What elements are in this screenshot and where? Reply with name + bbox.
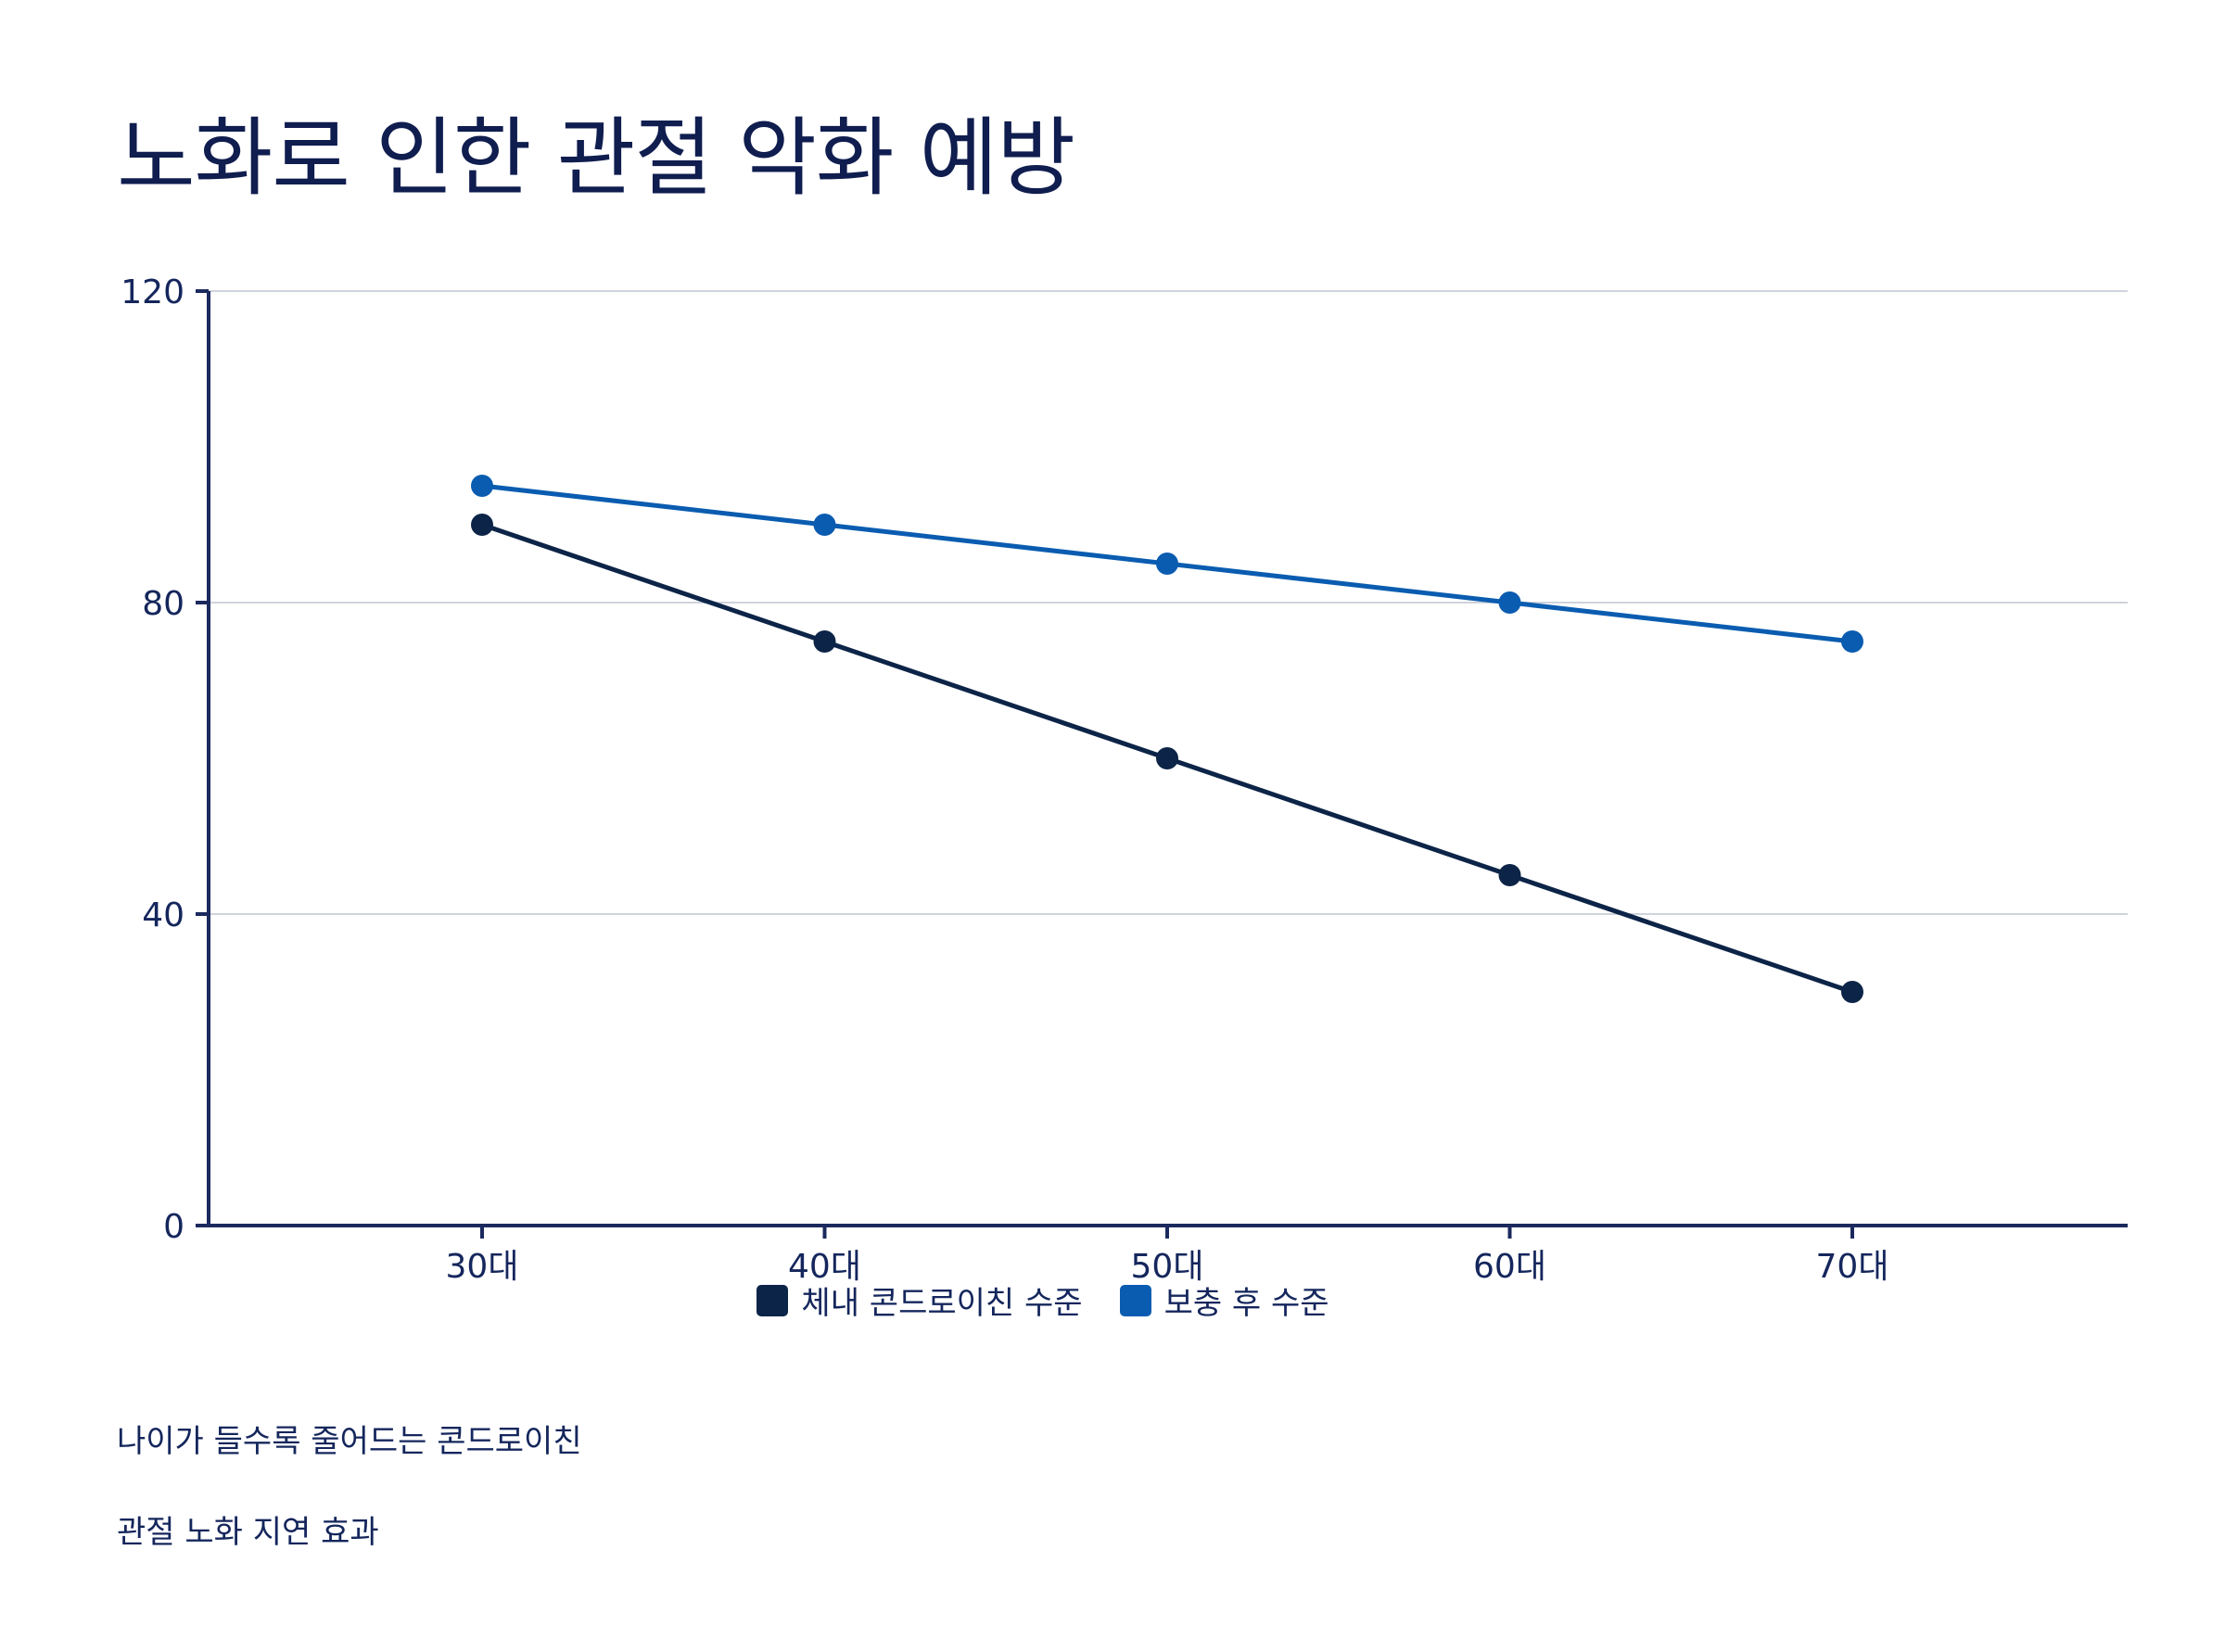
axes: [196, 289, 2128, 1239]
x-tick-label-4: 70대: [1816, 1248, 1889, 1286]
data-point-s1-4: [1841, 630, 1863, 653]
legend-item-1: 보충 후 수준: [1119, 1277, 1329, 1323]
data-point-s1-3: [1498, 591, 1521, 614]
page-title: 노화로 인한 관절 악화 예방: [117, 108, 1075, 208]
legend-label-1: 보충 후 수준: [1163, 1285, 1329, 1322]
data-point-s1-1: [813, 514, 836, 536]
x-tick-label-0: 30대: [446, 1248, 519, 1286]
y-tick-label-120: 120: [121, 273, 184, 311]
data-point-s0-0: [471, 514, 493, 536]
data-point-s0-1: [813, 630, 836, 653]
legend-swatch-1: [1119, 1284, 1151, 1316]
legend-label-0: 체내 콘드로이친 수준: [801, 1285, 1083, 1322]
data-point-s0-4: [1841, 981, 1863, 1003]
y-tick-label-80: 80: [142, 585, 184, 623]
x-tick-label-3: 60대: [1473, 1248, 1546, 1286]
note-chondroitin-decline: 나이가 들수록 줄어드는 콘드로이친: [117, 1423, 582, 1460]
data-point-s1-2: [1156, 553, 1178, 575]
data-points: [471, 475, 1863, 1003]
tick-labels: 0 40 80 120 30대 40대 50대 60대 70대: [121, 273, 1888, 1286]
legend-item-0: 체내 콘드로이친 수준: [756, 1277, 1083, 1323]
legend: 체내 콘드로이친 수준 보충 후 수준: [0, 1277, 2086, 1323]
notes: 나이가 들수록 줄어드는 콘드로이친 관절 노화 지연 효과: [117, 1426, 582, 1608]
y-tick-label-40: 40: [142, 896, 184, 934]
note-aging-delay: 관절 노화 지연 효과: [117, 1514, 379, 1551]
grid-lines: [209, 290, 2128, 915]
data-point-s0-3: [1498, 864, 1521, 886]
x-tick-label-2: 50대: [1131, 1248, 1204, 1286]
data-point-s1-0: [471, 475, 493, 497]
data-point-s0-2: [1156, 747, 1178, 769]
y-tick-label-0: 0: [163, 1208, 184, 1246]
legend-swatch-0: [756, 1284, 789, 1316]
x-tick-label-1: 40대: [788, 1248, 861, 1286]
